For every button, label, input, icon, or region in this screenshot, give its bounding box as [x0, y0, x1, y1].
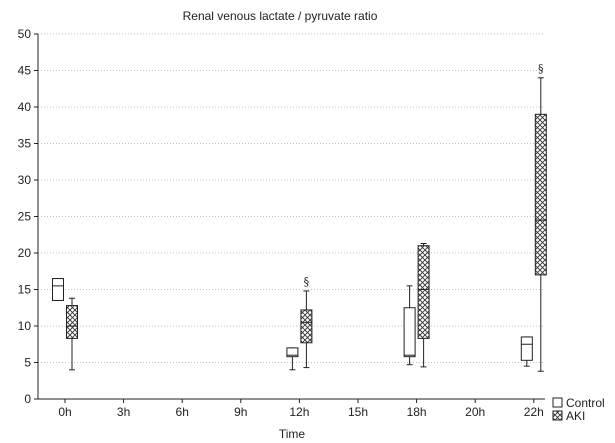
box-aki-22h	[534, 77, 547, 372]
box-iqr	[417, 245, 430, 339]
y-tick-label: 30	[18, 173, 32, 187]
significance-marker: §	[538, 62, 544, 75]
x-tick-label: 22h	[524, 405, 544, 419]
y-tick-label: 5	[24, 356, 31, 370]
y-tick-label: 40	[18, 100, 32, 114]
x-tick-label: 15h	[348, 405, 368, 419]
legend-swatch-control	[552, 397, 563, 408]
grid-lines	[38, 33, 545, 363]
legend-label-aki: AKI	[566, 409, 585, 423]
y-tick-label: 20	[18, 246, 32, 260]
y-tick-labels: 0 5 10 15 20 25 30 35 40 45 50	[18, 27, 32, 406]
box-control-12h	[286, 347, 299, 371]
y-tick-label: 35	[18, 137, 32, 151]
box-iqr	[300, 309, 313, 344]
y-tick-label: 25	[18, 210, 32, 224]
y-tick-label: 50	[18, 27, 32, 41]
y-tick-label: 45	[18, 64, 32, 78]
box-iqr	[52, 278, 64, 301]
box-aki-12h	[300, 290, 313, 369]
chart-title: Renal venous lactate / pyruvate ratio	[183, 9, 378, 23]
box-control-0h	[52, 278, 64, 301]
x-tick-label: 3h	[117, 405, 130, 419]
box-iqr	[66, 305, 78, 339]
x-tick-label: 20h	[465, 405, 485, 419]
box-iqr	[520, 336, 533, 361]
box-plots: §§	[52, 62, 547, 372]
box-aki-18h	[417, 243, 430, 368]
x-tick-labels: 0h 3h 6h 9h 12h 15h 18h 20h 22h	[58, 405, 543, 419]
legend-label-control: Control	[566, 396, 605, 410]
x-axis-title: Time	[279, 427, 306, 441]
significance-marker: §	[304, 275, 310, 288]
x-tick-label: 18h	[407, 405, 427, 419]
axes	[34, 33, 545, 403]
box-iqr	[403, 307, 416, 358]
y-tick-label: 0	[24, 392, 31, 406]
x-tick-label: 0h	[58, 405, 71, 419]
y-tick-label: 15	[18, 283, 32, 297]
x-tick-label: 9h	[234, 405, 247, 419]
x-tick-label: 6h	[176, 405, 189, 419]
box-aki-0h	[66, 297, 78, 371]
box-iqr	[286, 347, 299, 358]
y-tick-label: 10	[18, 319, 32, 333]
box-control-22h	[520, 336, 533, 367]
x-tick-label: 12h	[289, 405, 309, 419]
box-control-18h	[403, 285, 416, 366]
legend-swatch-aki	[552, 410, 563, 421]
box-iqr	[534, 113, 547, 276]
